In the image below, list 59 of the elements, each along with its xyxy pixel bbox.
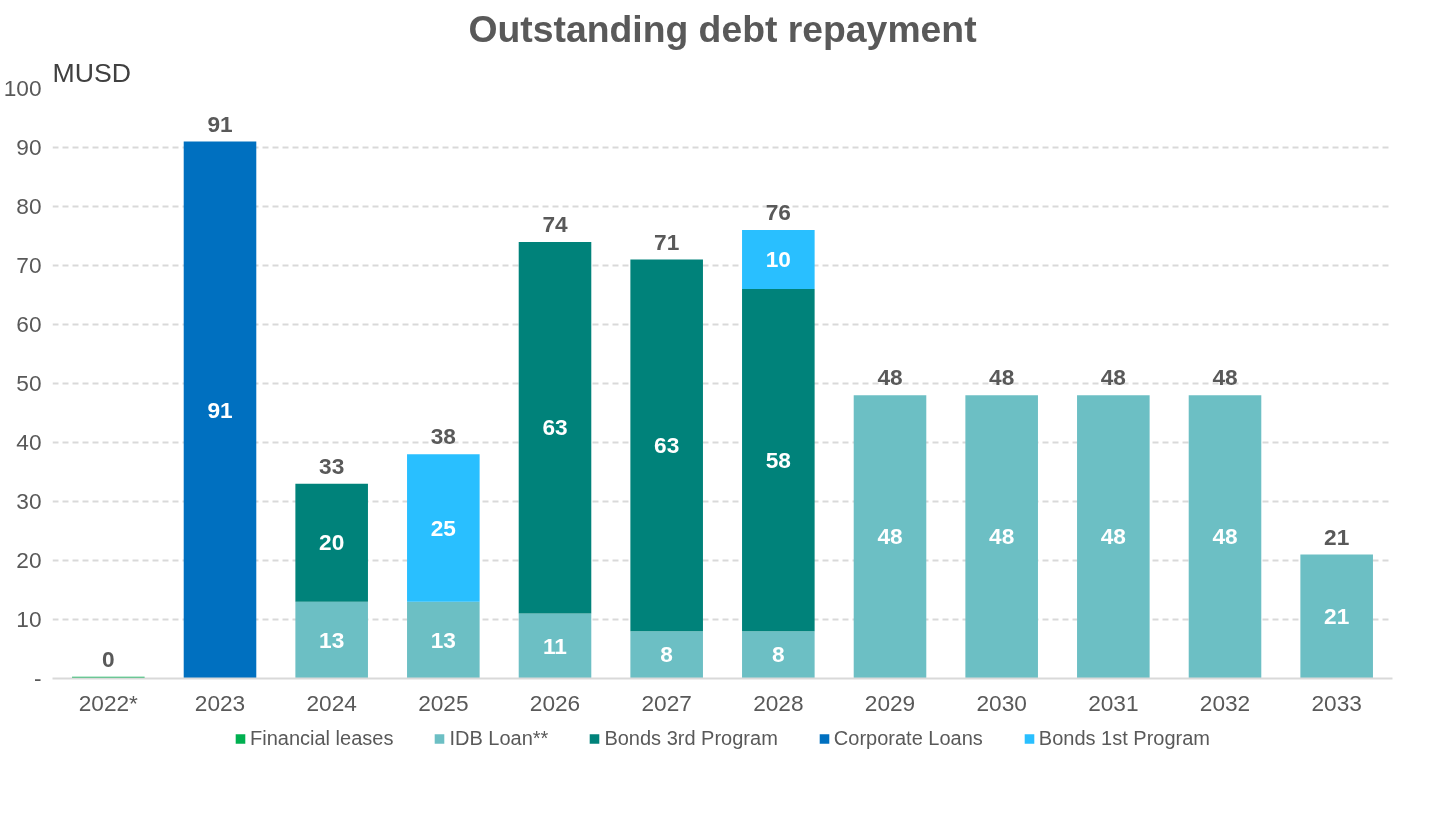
legend-label: Corporate Loans — [833, 726, 983, 750]
y-tick-label: 50 — [16, 370, 42, 396]
total-label: 48 — [989, 364, 1015, 391]
data-label: 48 — [1212, 523, 1238, 550]
x-tick-label: 2027 — [641, 689, 692, 716]
data-label: 91 — [207, 396, 233, 423]
legend-label: IDB Loan** — [449, 726, 549, 750]
data-label: 48 — [989, 523, 1015, 550]
y-tick-label: 90 — [16, 134, 42, 160]
x-tick-label: 2028 — [753, 689, 804, 716]
data-label: 20 — [319, 529, 345, 556]
data-label: 25 — [430, 514, 456, 541]
y-tick-label: 80 — [16, 193, 42, 219]
y-axis-title: MUSD — [52, 57, 131, 88]
x-tick-label: 2032 — [1199, 689, 1251, 716]
data-label: 63 — [654, 431, 680, 458]
data-label: 48 — [1100, 523, 1126, 550]
total-label: 91 — [207, 110, 233, 137]
x-tick-label: 2033 — [1311, 689, 1362, 716]
total-label: 21 — [1324, 523, 1350, 550]
total-label: 48 — [1100, 364, 1126, 391]
total-label: 71 — [654, 228, 680, 255]
x-tick-label: 2030 — [976, 689, 1027, 716]
x-tick-label: 2022* — [78, 689, 139, 716]
y-tick-label: 30 — [16, 488, 42, 514]
legend-label: Bonds 1st Program — [1038, 726, 1210, 750]
data-label: 58 — [765, 446, 791, 473]
total-label: 48 — [1212, 364, 1238, 391]
total-label: 33 — [319, 452, 345, 479]
data-label: 8 — [772, 641, 785, 668]
data-label: 11 — [543, 632, 567, 659]
legend-label: Financial leases — [250, 726, 394, 750]
y-tick-label: 20 — [16, 547, 42, 573]
data-label: 13 — [319, 626, 345, 653]
total-label: 74 — [542, 210, 568, 237]
y-tick-label: - — [33, 665, 42, 691]
data-label: 8 — [660, 641, 673, 668]
y-tick-label: 10 — [16, 606, 42, 632]
chart-title: Outstanding debt repayment — [468, 7, 977, 50]
x-tick-label: 2023 — [194, 689, 246, 716]
y-tick-label: 100 — [3, 75, 42, 101]
y-tick-label: 60 — [16, 311, 42, 337]
total-label: 48 — [877, 364, 903, 391]
x-tick-label: 2026 — [529, 689, 581, 716]
x-tick-label: 2029 — [864, 689, 916, 716]
total-label: 0 — [102, 645, 115, 672]
data-label: 10 — [765, 246, 791, 273]
y-tick-label: 40 — [16, 429, 42, 455]
y-tick-label: 70 — [16, 252, 42, 278]
x-tick-label: 2024 — [306, 689, 357, 716]
total-label: 76 — [765, 199, 791, 226]
x-tick-label: 2025 — [418, 689, 469, 716]
x-tick-label: 2031 — [1088, 689, 1139, 716]
data-label: 63 — [542, 414, 568, 441]
total-label: 38 — [430, 423, 456, 450]
data-label: 13 — [430, 626, 456, 653]
data-label: 48 — [877, 523, 903, 550]
legend-label: Bonds 3rd Program — [604, 726, 778, 750]
data-label: 21 — [1324, 603, 1350, 630]
